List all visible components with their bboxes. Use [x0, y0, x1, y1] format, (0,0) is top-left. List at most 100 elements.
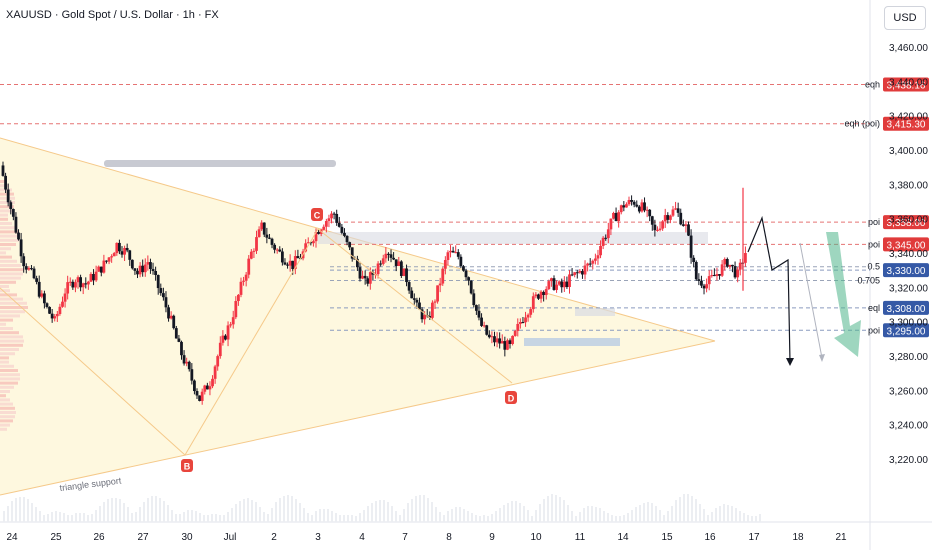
price-tag: 3,295.00: [887, 326, 926, 337]
candle-body: [350, 247, 354, 259]
candle-body: [363, 275, 367, 279]
candle-body: [513, 330, 517, 336]
candle-body: [671, 209, 675, 216]
symbol-header[interactable]: XAUUSD · Gold Spot / U.S. Dollar · 1h · …: [6, 9, 219, 21]
candle-body: [604, 237, 608, 239]
volume-bar: [127, 507, 129, 522]
candle-body: [58, 306, 62, 314]
candle-body: [555, 284, 558, 290]
candle-body: [733, 266, 737, 278]
candle-body: [45, 303, 49, 307]
candle-body: [138, 265, 142, 275]
currency-button[interactable]: USD: [884, 6, 926, 30]
volume-bar: [187, 510, 189, 522]
volume-profile-bar: [0, 360, 9, 364]
volume-bar: [63, 513, 65, 522]
x-tick-label: 4: [359, 532, 365, 543]
volume-profile-bar: [0, 238, 19, 242]
volume-bar: [211, 514, 213, 522]
volume-bar: [15, 498, 17, 522]
candle-body: [707, 276, 711, 285]
volume-profile-bar: [0, 423, 10, 427]
volume-bar: [479, 516, 481, 522]
volume-profile-bar: [0, 285, 9, 288]
volume-bar: [391, 506, 393, 522]
candle-body: [27, 268, 31, 270]
candle-body: [249, 251, 253, 259]
candle-body: [343, 232, 346, 236]
volume-bar: [115, 498, 117, 522]
candle-body: [614, 212, 618, 222]
candle-body: [684, 224, 688, 226]
candle-body: [446, 252, 450, 260]
candle-body: [156, 275, 160, 289]
candle-body: [586, 263, 590, 266]
candle-body: [454, 252, 458, 254]
volume-bar: [439, 512, 441, 522]
volume-bar: [159, 498, 161, 522]
candle-body: [635, 204, 639, 207]
candle-body: [410, 290, 414, 299]
volume-bar: [243, 499, 245, 522]
candle-body: [221, 335, 225, 343]
candle-body: [736, 269, 740, 278]
volume-profile-bar: [0, 381, 18, 385]
point-label-bg: [181, 459, 193, 472]
volume-bar: [571, 511, 573, 522]
price-tag-bg: [883, 77, 929, 92]
volume-bar: [531, 516, 533, 522]
candle-body: [412, 298, 416, 300]
candle-body: [92, 273, 95, 281]
candle-body: [648, 209, 652, 217]
candle-body: [493, 336, 496, 343]
candle-body: [451, 250, 455, 253]
volume-bar: [651, 503, 653, 522]
volume-bar: [499, 508, 501, 522]
candle-body: [358, 267, 362, 279]
x-tick-label: 7: [402, 532, 408, 543]
x-tick-label: 26: [93, 532, 105, 543]
volume-bar: [327, 509, 329, 522]
triangle-lower-line: [0, 340, 716, 496]
volume-profile-bar: [0, 385, 14, 389]
y-tick-label: 3,460.00: [889, 43, 928, 54]
volume-bar: [299, 503, 301, 522]
candle-body: [531, 296, 535, 310]
candle-body: [389, 254, 393, 258]
candle-body: [185, 361, 189, 364]
volume-bar: [519, 503, 521, 522]
volume-bar: [231, 508, 233, 522]
volume-bar: [3, 511, 5, 522]
candle-body: [441, 268, 445, 284]
green-down-arrow: [826, 232, 861, 357]
volume-profile-bar: [0, 234, 20, 238]
candle-body: [128, 250, 132, 260]
volume-profile-bar: [0, 402, 13, 406]
candle-body: [511, 335, 515, 344]
candle-body: [578, 271, 582, 273]
price-tag-bg: [883, 300, 929, 315]
candle-body: [710, 275, 714, 277]
volume-profile-bar: [0, 314, 20, 318]
candle-body: [508, 340, 512, 344]
candle-body: [11, 209, 15, 217]
volume-bar: [659, 510, 661, 522]
volume-bar: [743, 513, 745, 522]
candle-body: [174, 328, 178, 339]
candle-body: [1, 165, 5, 176]
candle-body: [705, 284, 709, 289]
candle-body: [542, 291, 546, 296]
x-tick-label: 15: [661, 532, 673, 543]
candle-body: [296, 256, 300, 259]
candle-body: [725, 259, 729, 267]
candle-body: [376, 263, 380, 275]
volume-bar: [323, 509, 325, 522]
y-tick-label: 3,440.00: [889, 77, 928, 88]
level-name: poi: [868, 217, 880, 227]
volume-bar: [551, 494, 553, 522]
candle-body: [275, 249, 279, 251]
candle-body: [524, 317, 527, 323]
candle-body: [392, 257, 396, 260]
projection-thin-line: [799, 242, 823, 359]
volume-profile-bar: [0, 377, 20, 381]
